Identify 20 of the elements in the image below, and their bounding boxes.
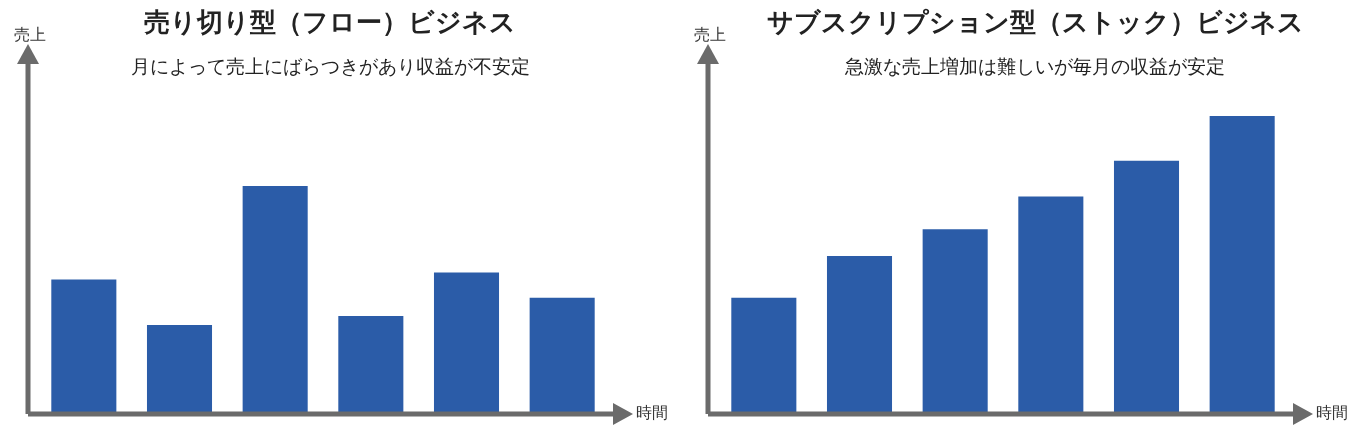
bar — [529, 297, 595, 414]
y-axis-title: 売上 — [14, 26, 46, 44]
bar — [1018, 196, 1084, 414]
x-axis-title: 時間 — [1316, 404, 1348, 422]
bar — [146, 325, 213, 414]
bar — [826, 256, 893, 414]
bar — [922, 229, 988, 414]
chart-subtitle: 急激な売上増加は難しいが毎月の収益が安定 — [844, 56, 1225, 78]
x-axis-title: 時間 — [636, 404, 668, 422]
bar — [242, 185, 308, 414]
bar — [338, 315, 404, 414]
bar — [433, 272, 500, 414]
bar — [1209, 115, 1275, 414]
bar — [51, 279, 117, 414]
bar — [731, 297, 797, 414]
bar — [1113, 160, 1180, 414]
chart-title: サブスクリプション型（ストック）ビジネス — [766, 7, 1304, 38]
chart-title: 売り切り型（フロー）ビジネス — [144, 7, 516, 38]
y-axis-title: 売上 — [694, 26, 726, 44]
chart-subtitle: 月によって売上にばらつきがあり収益が不安定 — [130, 56, 530, 78]
